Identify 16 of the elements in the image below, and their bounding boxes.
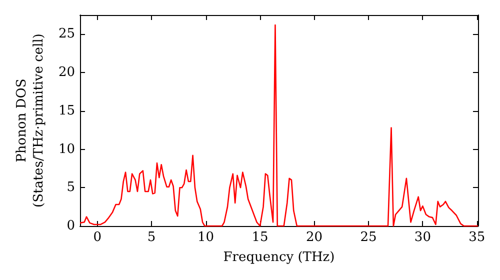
x-axis-title: Frequency (THz) xyxy=(223,250,335,265)
y-tick-label: 0 xyxy=(66,218,75,234)
y-axis-title: Phonon DOS (States/THz·primitive cell) xyxy=(14,33,47,208)
x-tick-label: 0 xyxy=(93,230,102,245)
x-tick-label: 35 xyxy=(468,230,486,245)
y-tick-label: 20 xyxy=(58,65,75,80)
x-tick-label: 30 xyxy=(414,230,431,245)
x-tick-label: 25 xyxy=(360,230,377,245)
y-tick-label: 25 xyxy=(58,26,75,42)
y-tick-label: 10 xyxy=(58,142,75,157)
x-tick-label: 5 xyxy=(147,230,156,245)
x-tick-label: 20 xyxy=(306,230,323,245)
y-tick-label: 5 xyxy=(66,180,75,196)
x-tick-label: 10 xyxy=(198,230,214,245)
y-tick-label: 15 xyxy=(58,103,75,118)
x-tick-label: 15 xyxy=(252,230,268,245)
